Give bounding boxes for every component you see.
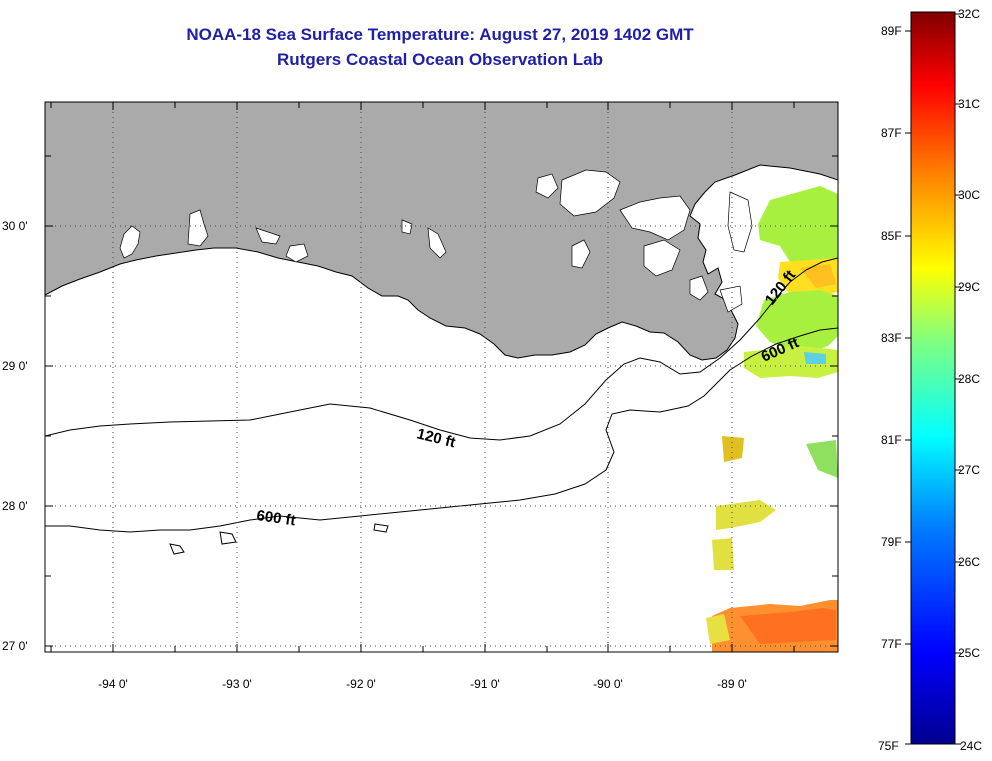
lon-label-93: -93 0' [222, 677, 252, 691]
colorbar-c-30: 30C [958, 188, 980, 202]
colorbar-c-29: 29C [958, 280, 980, 294]
contour-120-ft [45, 257, 838, 441]
colorbar-ticks [905, 13, 961, 745]
lat-label-30: 30 0' [2, 219, 28, 233]
colorbar-c-24: 24C [960, 739, 982, 753]
graticule [45, 102, 838, 652]
bathymetry-contours [45, 257, 838, 555]
map-ticks [45, 102, 838, 652]
colorbar-f-77: 77F [881, 637, 902, 651]
land-mass [45, 102, 838, 361]
colorbar-f-87: 87F [881, 126, 902, 140]
colorbar-f-75: 75F [878, 739, 899, 753]
map-title: NOAA-18 Sea Surface Temperature: August … [186, 25, 694, 44]
lat-label-27: 27 0' [2, 639, 28, 653]
colorbar-c-25: 25C [958, 646, 980, 660]
lon-label-91: -91 0' [470, 677, 500, 691]
lon-label-94: -94 0' [98, 677, 128, 691]
colorbar-f-83: 83F [881, 331, 902, 345]
colorbar-c-32: 32C [958, 7, 980, 21]
lon-label-89: -89 0' [717, 677, 747, 691]
colorbar-f-89: 89F [881, 24, 902, 38]
colorbar-c-28: 28C [958, 372, 980, 386]
colorbar-c-31: 31C [958, 97, 980, 111]
colorbar-c-27: 27C [958, 463, 980, 477]
colorbar-f-81: 81F [881, 433, 902, 447]
lon-label-92: -92 0' [346, 677, 376, 691]
colorbar [910, 11, 956, 745]
contour-600-ft [45, 327, 838, 533]
colorbar-f-79: 79F [881, 535, 902, 549]
lat-label-29: 29 0' [2, 359, 28, 373]
lon-label-90: -90 0' [593, 677, 623, 691]
sst-patches [706, 186, 838, 652]
contour-label-600-west: 600 ft [255, 507, 296, 529]
map-subtitle: Rutgers Coastal Ocean Observation Lab [277, 50, 603, 69]
map-border [44, 101, 839, 653]
inland-lakes [119, 169, 753, 313]
colorbar-c-26: 26C [958, 555, 980, 569]
colorbar-f-85: 85F [881, 229, 902, 243]
lat-label-28: 28 0' [2, 499, 28, 513]
